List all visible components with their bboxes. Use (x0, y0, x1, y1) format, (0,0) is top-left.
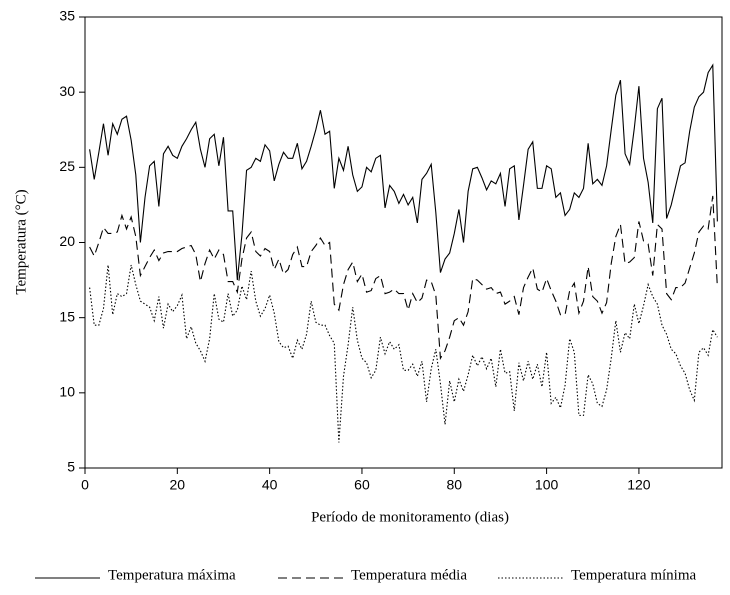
data-line (89, 195, 718, 361)
data-line (89, 264, 718, 443)
legend-label: Temperatura máxima (108, 567, 236, 583)
y-tick-label: 5 (67, 459, 75, 475)
x-tick-label: 0 (81, 477, 89, 493)
legend-label: Temperatura média (351, 567, 467, 583)
y-tick-label: 35 (59, 8, 75, 24)
y-tick-label: 15 (59, 308, 75, 324)
x-axis-label: Período de monitoramento (dias) (311, 509, 509, 525)
y-tick-label: 30 (59, 83, 75, 99)
y-axis-label: Temperatura (°C) (13, 189, 29, 294)
x-tick-label: 60 (354, 477, 370, 493)
x-tick-label: 80 (446, 477, 462, 493)
data-line (89, 63, 718, 281)
plot-frame (84, 16, 723, 469)
x-tick-label: 100 (535, 477, 559, 493)
y-tick-label: 20 (59, 233, 75, 249)
legend-label: Temperatura mínima (571, 567, 696, 583)
x-tick-label: 40 (262, 477, 278, 493)
x-tick-label: 120 (627, 477, 651, 493)
y-tick-label: 10 (59, 384, 75, 400)
x-tick-label: 20 (170, 477, 186, 493)
y-tick-label: 25 (59, 158, 75, 174)
